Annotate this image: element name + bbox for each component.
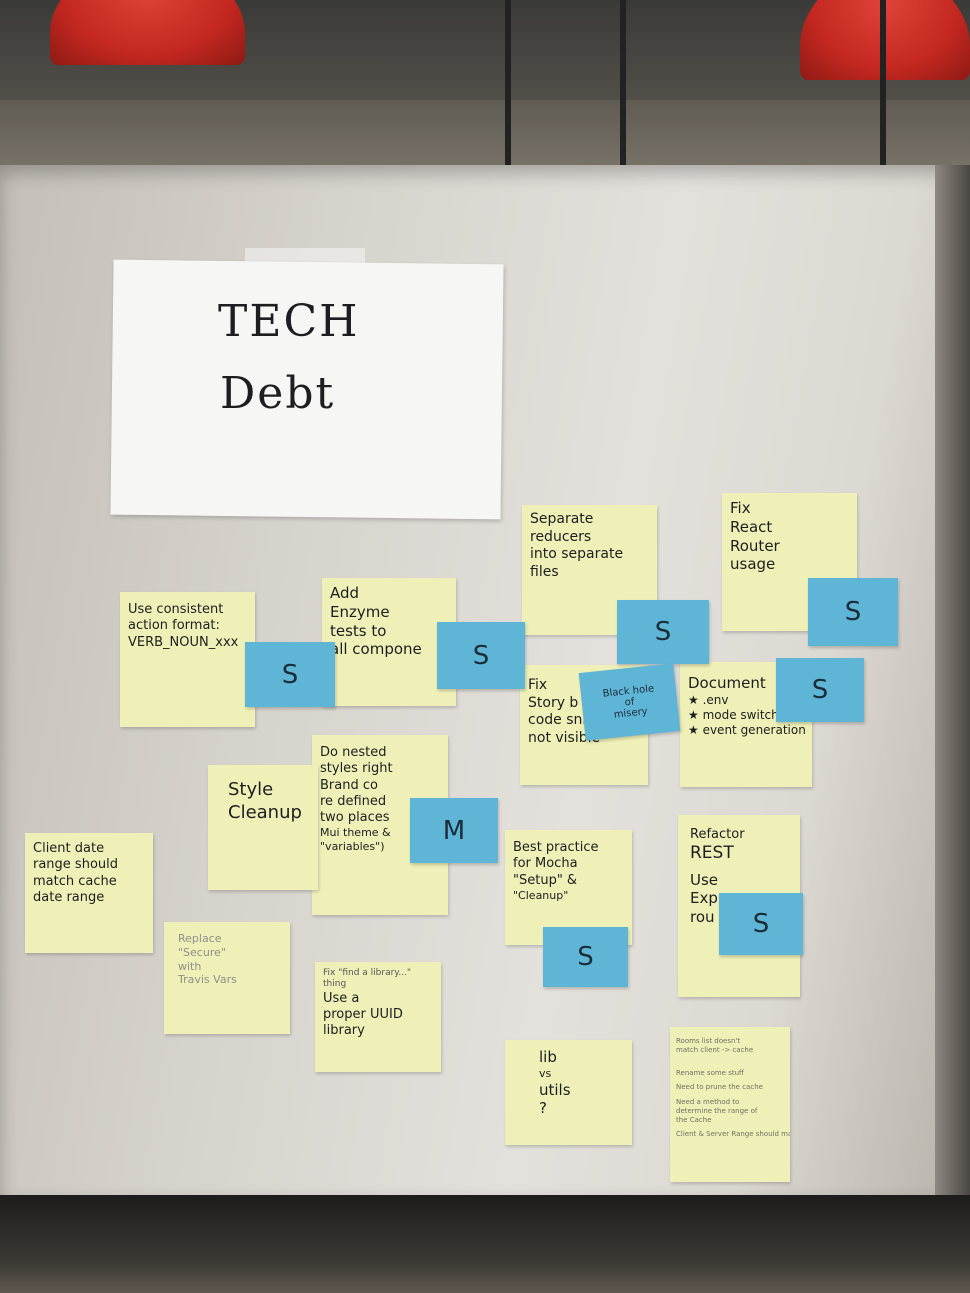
note-line: Brand co <box>320 777 378 793</box>
whiteboard-frame <box>935 165 970 1195</box>
note-line: Fix "find a library..." <box>323 968 412 978</box>
note-line: Rename some stuff <box>676 1068 744 1077</box>
note-line: Rooms list doesn't <box>676 1037 741 1045</box>
note-line: utils <box>539 1080 571 1099</box>
size-note: S <box>437 622 525 689</box>
note-line: Do nested <box>320 745 387 760</box>
sticky-note: Do nested styles right Brand co re defin… <box>312 735 448 915</box>
size-note: S <box>617 600 709 664</box>
note-line: action format: <box>128 618 220 634</box>
note-line: vs <box>539 1066 552 1080</box>
red-pendant-lamp-left <box>50 0 245 65</box>
note-line: Add <box>330 584 360 602</box>
sticky-note: Use consistent action format: VERB_NOUN_… <box>120 592 255 727</box>
size-note: S <box>808 578 898 646</box>
black-hole-note: Black hole of misery <box>578 663 681 741</box>
note-line: thing <box>323 979 347 990</box>
note-line: Client & Server Range should match <box>676 1130 790 1139</box>
window-mullion <box>620 0 626 200</box>
note-line: Client date <box>33 841 105 856</box>
note-line: determine the range of <box>676 1106 758 1115</box>
note-line: Style <box>228 779 274 800</box>
title-line-1: TECH <box>218 296 360 347</box>
note-line: Need a method to <box>676 1098 740 1106</box>
note-line: re defined <box>320 793 387 809</box>
note-line: Fix <box>730 499 751 517</box>
note-line: REST <box>690 843 734 864</box>
note-line: Story b <box>528 694 579 711</box>
note-line: for Mocha <box>513 856 578 872</box>
note-line: Travis Vars <box>178 973 237 987</box>
note-line: library <box>323 1023 365 1038</box>
note-line: into separate <box>530 546 624 562</box>
sticky-note: Client date range should match cache dat… <box>25 833 153 953</box>
note-line: Best practice <box>513 840 599 855</box>
window-mullion <box>880 0 886 200</box>
note-line: Separate <box>530 511 594 527</box>
note-line: date range <box>33 889 105 905</box>
sticky-note: lib vs utils ? <box>505 1040 632 1145</box>
note-line: VERB_NOUN_xxx <box>128 634 239 650</box>
size-note: S <box>776 658 864 722</box>
note-line: Use consistent <box>128 602 224 617</box>
size-note: M <box>410 798 498 863</box>
note-line: not visible <box>528 729 601 746</box>
sticky-note: Rooms list doesn't match client -> cache… <box>670 1027 790 1182</box>
note-line: match cache <box>33 873 117 889</box>
note-line: "variables") <box>320 840 385 853</box>
note-line: Use a <box>323 990 360 1006</box>
note-line: Enzyme <box>330 602 390 621</box>
size-note: S <box>245 642 335 707</box>
note-line: Fix <box>528 677 548 693</box>
note-line: Refactor <box>690 827 745 842</box>
note-line: "Secure" <box>178 945 226 959</box>
note-line: Document <box>688 674 766 692</box>
note-line: files <box>530 563 559 580</box>
note-line: usage <box>730 555 776 574</box>
sticky-note: Fix "find a library..." thing Use a prop… <box>315 962 441 1072</box>
window-mullion <box>505 0 511 200</box>
note-line: match client -> cache <box>676 1045 754 1054</box>
note-line: Use <box>690 870 719 889</box>
floor <box>0 1195 970 1293</box>
note-line: "Cleanup" <box>513 888 569 902</box>
note-line: with <box>178 959 202 973</box>
note-line: ★ mode switching <box>688 707 798 722</box>
sticky-note: Add Enzyme tests to all compone <box>322 578 456 706</box>
note-line: range should <box>33 857 119 873</box>
note-line: rou <box>690 908 715 926</box>
note-line: ★ .env <box>688 692 729 707</box>
note-line: Mui theme & <box>320 826 391 840</box>
note-line: tests to <box>330 621 387 640</box>
note-line: styles right <box>320 761 393 777</box>
note-line: Need to prune the cache <box>676 1083 763 1092</box>
note-line: "Setup" & <box>513 872 578 888</box>
note-line: the Cache <box>676 1115 712 1124</box>
note-line: Replace <box>178 932 222 945</box>
note-line: Exp <box>690 889 718 908</box>
note-line: ★ event generation <box>688 722 806 737</box>
title-line-2: Debt <box>220 368 336 419</box>
note-line: React <box>730 517 773 536</box>
note-line: all compone <box>330 640 422 659</box>
size-note: S <box>719 893 803 955</box>
note-line: lib <box>539 1048 557 1066</box>
note-line: ? <box>539 1099 547 1118</box>
sticky-note: Style Cleanup <box>208 765 318 890</box>
sticky-note: Best practice for Mocha "Setup" & "Clean… <box>505 830 632 945</box>
sticky-note: Replace "Secure" with Travis Vars <box>164 922 290 1034</box>
note-line: Router <box>730 536 780 555</box>
note-line: proper UUID <box>323 1006 403 1022</box>
note-line: misery <box>613 705 649 721</box>
note-line: Cleanup <box>228 801 302 823</box>
note-line: reducers <box>530 528 592 545</box>
size-note: S <box>543 927 628 987</box>
note-line: two places <box>320 810 390 825</box>
